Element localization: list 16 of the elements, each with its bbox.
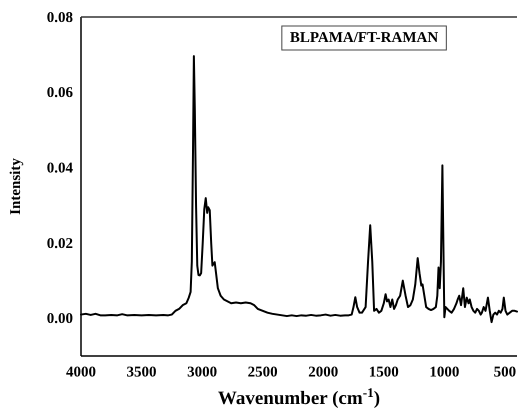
y-tick-label: 0.06: [46, 85, 74, 102]
x-tick-label: 3000: [187, 364, 218, 381]
y-tick-label: 0.04: [46, 160, 74, 176]
x-tick-label: 4000: [66, 364, 96, 381]
x-tick-label: 3500: [126, 364, 157, 381]
x-tick-label: 2500: [248, 364, 278, 381]
annotation: BLPAMA/FT-RAMAN: [290, 30, 438, 46]
x-axis-title: Wavenumber (cm$^{-1}$): [218, 384, 380, 409]
x-tick-label: 1500: [368, 364, 399, 381]
y-tick-label: 0.00: [46, 311, 73, 328]
y-tick-label: 0.08: [46, 10, 73, 26]
y-tick-label: 0.02: [46, 236, 73, 252]
y-axis-title: Intensity: [8, 158, 24, 215]
x-tick-label: 1000: [429, 364, 460, 381]
x-tick-label: 500: [494, 364, 516, 381]
x-tick-label: 2000: [308, 364, 338, 381]
